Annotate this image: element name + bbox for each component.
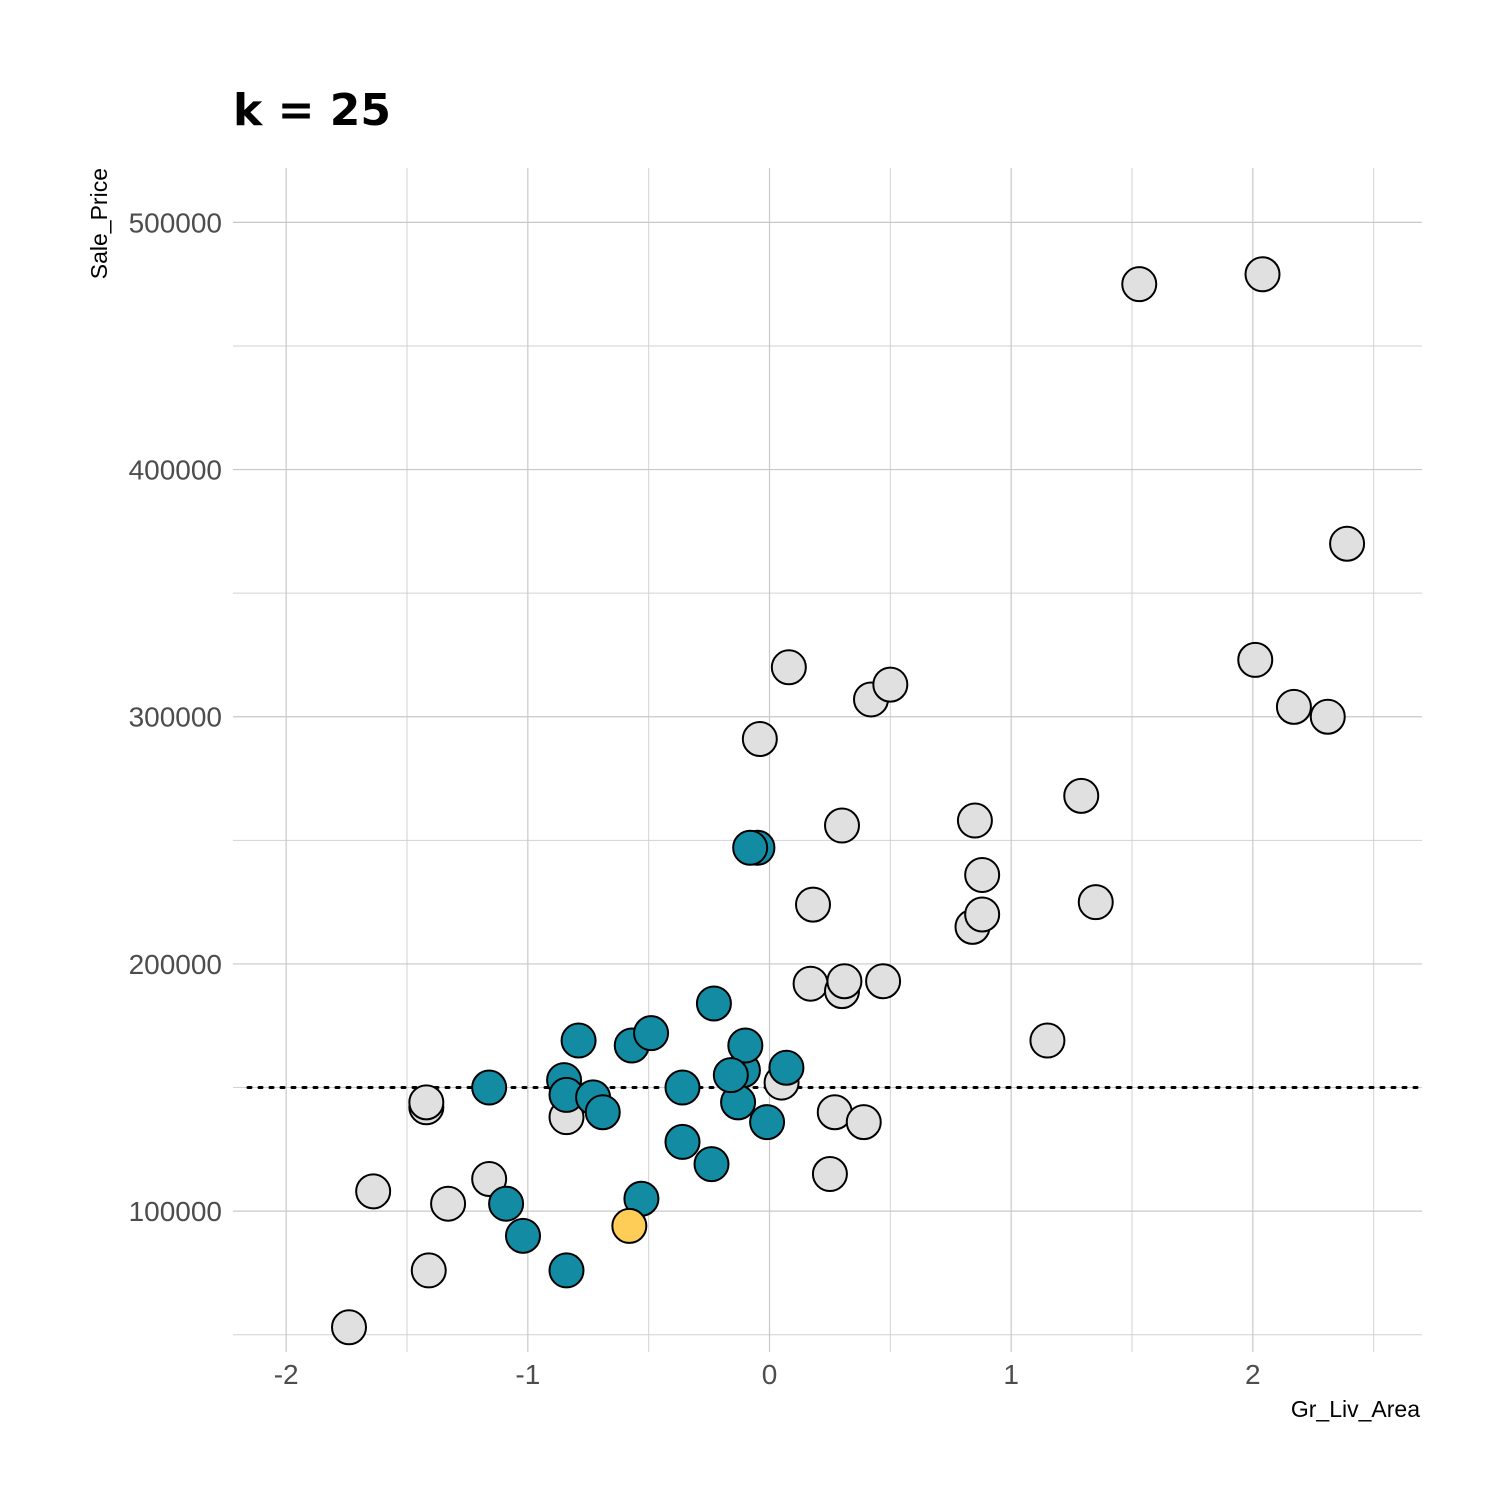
- neighbor-point: [749, 1104, 786, 1141]
- other-point: [1329, 525, 1366, 562]
- neighbor-point: [695, 985, 732, 1022]
- other-point: [410, 1252, 447, 1289]
- other-point: [1121, 266, 1158, 303]
- neighbor-point: [505, 1217, 541, 1254]
- other-point: [1063, 777, 1100, 814]
- other-point: [872, 666, 909, 703]
- other-point: [741, 720, 778, 757]
- neighbor-point: [471, 1069, 508, 1106]
- y-tick-label: 500000: [129, 207, 222, 238]
- y-tick-label: 400000: [129, 455, 222, 486]
- other-point: [826, 963, 863, 1000]
- neighbor-point: [548, 1252, 585, 1289]
- other-point: [331, 1309, 367, 1346]
- other-point: [845, 1104, 882, 1141]
- other-point: [770, 649, 807, 686]
- other-point: [1237, 641, 1274, 678]
- other-point: [1275, 688, 1312, 725]
- other-point: [795, 886, 831, 923]
- other-point: [964, 896, 1001, 933]
- x-tick-label: 1: [1003, 1359, 1019, 1390]
- other-point: [824, 807, 860, 844]
- x-tick-label: -1: [515, 1359, 540, 1390]
- other-point: [792, 965, 829, 1002]
- neighbor-point: [693, 1146, 730, 1183]
- x-tick-label: 0: [762, 1359, 778, 1390]
- other-point: [956, 802, 993, 839]
- other-point: [865, 963, 902, 1000]
- x-tick-label: 2: [1245, 1359, 1261, 1390]
- grid: [233, 168, 1422, 1352]
- other-point: [1309, 698, 1346, 735]
- other-point: [430, 1185, 467, 1222]
- neighbor-point: [732, 829, 769, 866]
- y-tick-label: 200000: [129, 949, 222, 980]
- tick-labels: -2 -1 0 1 2 100000 200000 300000 400000 500000: [129, 207, 1261, 1390]
- other-point: [355, 1173, 392, 1210]
- y-axis-label: Sale_Price: [86, 168, 112, 279]
- other-point: [1077, 884, 1114, 921]
- neighbor-point: [488, 1185, 525, 1222]
- neighbor-point: [712, 1057, 749, 1094]
- neighbor-point: [633, 1015, 670, 1052]
- neighbor-point: [768, 1049, 805, 1086]
- neighbor-point: [727, 1027, 764, 1064]
- x-axis-label: Gr_Liv_Area: [1291, 1396, 1420, 1422]
- other-point: [811, 1156, 848, 1193]
- other-point: [471, 1160, 508, 1197]
- x-tick-label: -2: [274, 1359, 299, 1390]
- data-points: [331, 256, 1366, 1346]
- other-point: [964, 856, 1001, 893]
- y-tick-label: 100000: [129, 1196, 222, 1227]
- chart-title: k = 25: [233, 85, 391, 136]
- other-point: [1244, 256, 1281, 293]
- other-point: [1029, 1022, 1066, 1059]
- target-point: [611, 1207, 648, 1244]
- other-point: [408, 1084, 445, 1121]
- neighbor-point: [560, 1022, 597, 1059]
- neighbor-point: [664, 1069, 701, 1106]
- y-tick-label: 300000: [129, 702, 222, 733]
- neighbor-point: [664, 1123, 701, 1160]
- neighbor-point: [584, 1094, 621, 1131]
